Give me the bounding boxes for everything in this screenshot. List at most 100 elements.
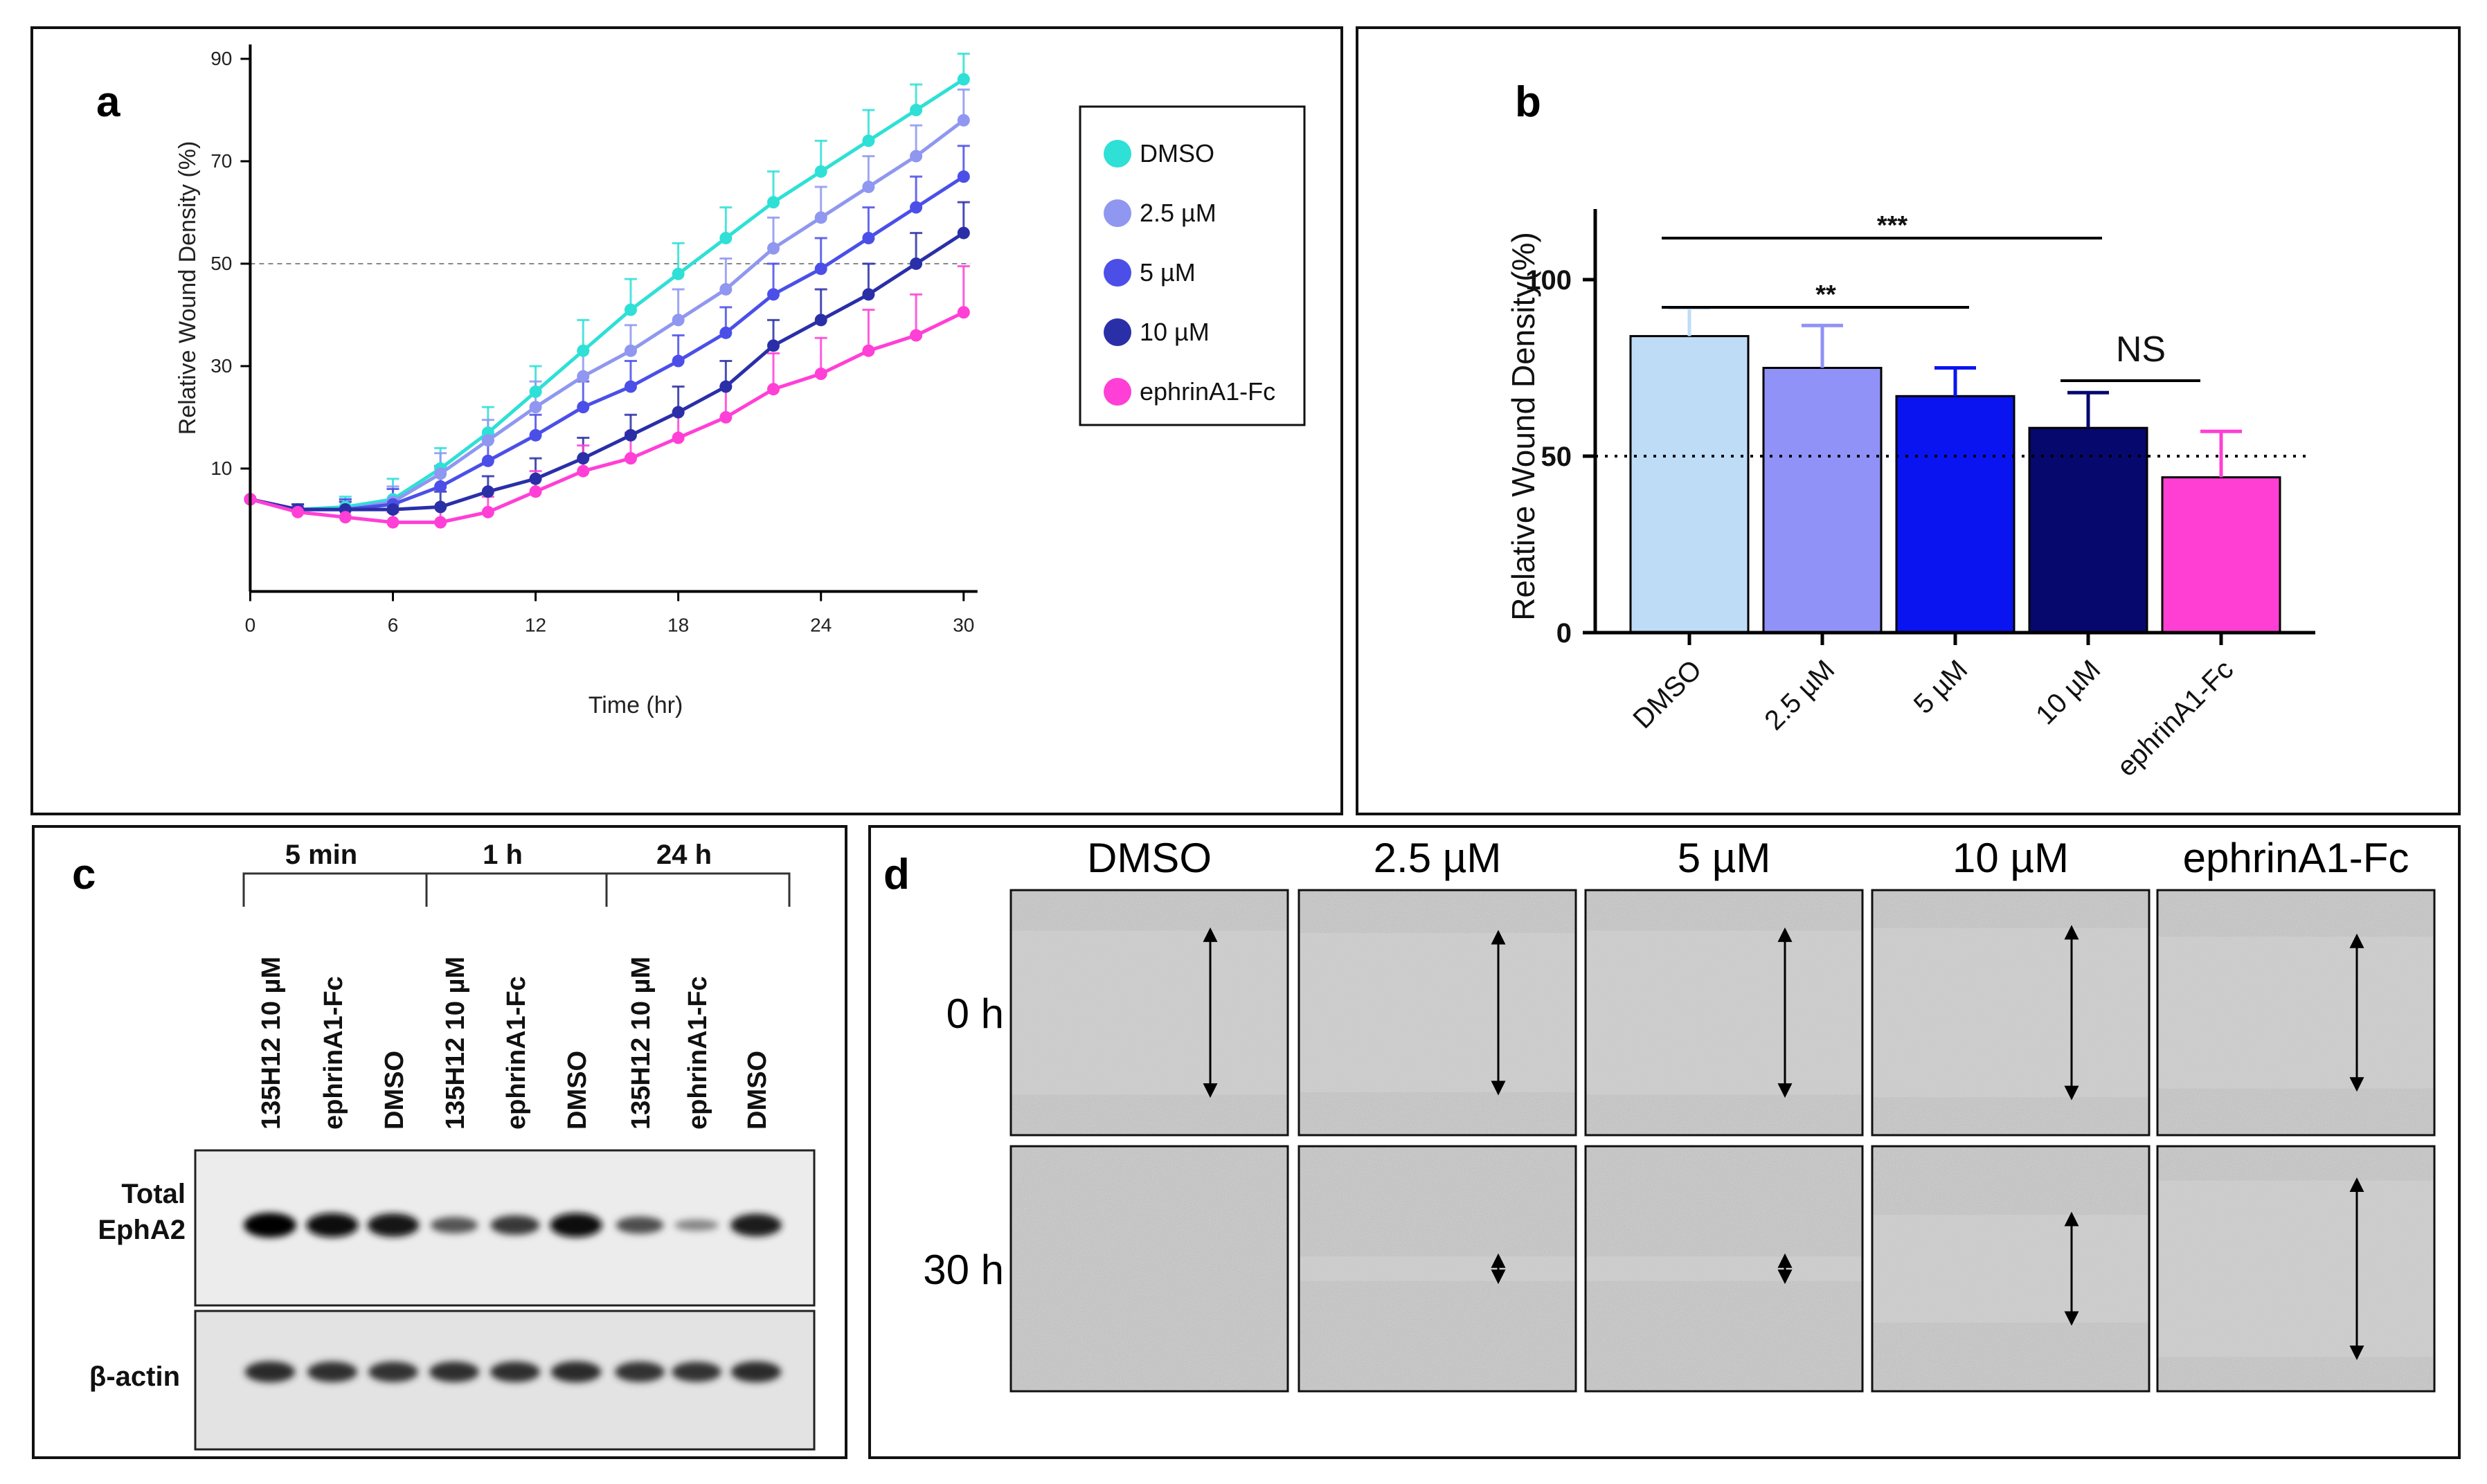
time-group-label: 1 h [483, 840, 523, 870]
data-point [529, 472, 542, 485]
time-group-label: 5 min [285, 840, 357, 870]
bar [1629, 335, 1750, 634]
data-point [577, 344, 590, 357]
data-point [719, 282, 733, 296]
data-point [577, 370, 590, 383]
column-header: DMSO [1087, 835, 1212, 881]
row-label: EphA2 [98, 1215, 186, 1245]
blot-band [307, 1361, 358, 1382]
lane-label: ephrinA1-Fc [319, 976, 348, 1130]
data-point [624, 303, 637, 316]
legend-label: 10 µM [1140, 318, 1210, 346]
legend-marker [1104, 140, 1131, 168]
data-point [957, 170, 970, 183]
data-point [957, 73, 970, 86]
data-point [957, 306, 970, 319]
time-group-label: 24 h [656, 840, 712, 870]
wound-gap [1011, 930, 1288, 1095]
blot-band [430, 1217, 478, 1233]
data-point [910, 103, 923, 116]
line-chart: a 10 30 50 70 90 0 6 12 18 24 30 Relative Wound De… [96, 44, 1306, 718]
blot-band [616, 1216, 664, 1234]
lane-label: ephrinA1-Fc [502, 976, 531, 1130]
data-point [291, 505, 305, 518]
blot-band [550, 1213, 602, 1238]
x-tick-label: 10 µM [2030, 654, 2106, 730]
panel-label-b: b [1515, 78, 1541, 126]
data-point [767, 383, 780, 396]
legend-label: 2.5 µM [1140, 199, 1216, 227]
data-point [577, 452, 590, 465]
series-line [249, 231, 965, 512]
bar [1895, 395, 2015, 634]
lane-label: 135H12 10 µM [441, 957, 470, 1130]
data-point [719, 326, 733, 339]
data-point [767, 196, 780, 209]
blot-band [730, 1361, 782, 1383]
blot-band [615, 1361, 665, 1382]
lane-label: DMSO [743, 1051, 772, 1130]
data-point [862, 134, 875, 147]
wound-gap [1872, 1215, 2149, 1323]
blot-band [367, 1213, 420, 1237]
bar [2161, 476, 2281, 634]
x-tick-label: 24 [810, 615, 832, 636]
lane-label: 135H12 10 µM [627, 957, 656, 1130]
data-point [624, 428, 637, 442]
data-point [814, 262, 827, 275]
data-point [814, 211, 827, 224]
legend-marker [1104, 318, 1131, 346]
x-tick-label: ephrinA1-Fc [2111, 654, 2239, 782]
panel-label-a: a [96, 78, 120, 126]
bar [1762, 367, 1883, 634]
wound-image-border [1584, 889, 1864, 1137]
blot-band [306, 1213, 359, 1238]
y-tick-label: 30 [210, 355, 232, 377]
data-point [624, 380, 637, 393]
column-header: 2.5 µM [1374, 835, 1502, 881]
data-point [910, 201, 923, 214]
data-point [481, 454, 494, 467]
blot-band [368, 1361, 418, 1382]
series-line [249, 311, 964, 525]
lane-label: DMSO [563, 1051, 592, 1130]
y-tick-label: 90 [210, 48, 232, 69]
data-point [957, 226, 970, 239]
lane-label: DMSO [380, 1051, 409, 1130]
time-group-bracket [605, 872, 791, 907]
wound-image-border [2156, 889, 2436, 1137]
data-point [862, 288, 875, 301]
significance-label: *** [1877, 211, 1908, 240]
data-point [481, 434, 494, 447]
data-point [862, 231, 875, 244]
data-point [339, 511, 352, 524]
data-point [910, 257, 923, 270]
data-point [862, 344, 875, 357]
significance-label: NS [2116, 329, 2166, 370]
y-tick-label: 100 [1525, 265, 1572, 296]
x-tick-label: DMSO [1627, 654, 1707, 734]
data-point [767, 242, 780, 255]
wound-gap [1299, 1256, 1576, 1281]
wound-image-border [1298, 889, 1577, 1137]
data-point [862, 180, 875, 193]
y-tick-label: 0 [1556, 618, 1572, 649]
data-point [481, 505, 494, 518]
row-label: Total [121, 1179, 186, 1209]
row-label: 0 h [946, 990, 1004, 1037]
wound-image-border [1584, 1145, 1864, 1393]
x-tick-label: 6 [388, 615, 399, 636]
x-tick-label: 30 [953, 615, 974, 636]
data-point [577, 464, 590, 478]
significance-label: ** [1815, 280, 1836, 309]
wound-gap [1299, 932, 1576, 1093]
series-line [249, 78, 965, 512]
wound-image-texture [1011, 1146, 1288, 1391]
y-axis-label: Relative Wound Density(%) [1505, 232, 1541, 621]
wound-image-border [1871, 889, 2151, 1137]
lane-label: ephrinA1-Fc [683, 976, 712, 1130]
series-line [249, 175, 965, 512]
wound-image-border [1871, 1145, 2151, 1393]
column-header: 10 µM [1952, 835, 2069, 881]
data-point [910, 329, 923, 342]
